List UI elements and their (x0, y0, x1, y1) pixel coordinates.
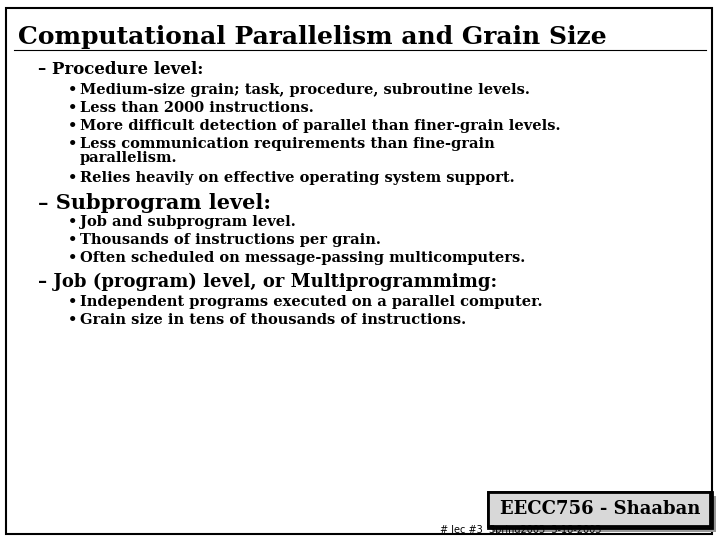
Text: •: • (68, 83, 77, 97)
FancyBboxPatch shape (488, 492, 710, 526)
Text: •: • (68, 171, 77, 185)
Text: EECC756 - Shaaban: EECC756 - Shaaban (500, 500, 700, 518)
Text: # lec #3  Spring2003  3-18-2003: # lec #3 Spring2003 3-18-2003 (440, 525, 601, 535)
FancyBboxPatch shape (6, 8, 712, 534)
Text: •: • (68, 233, 77, 247)
Text: Relies heavily on effective operating system support.: Relies heavily on effective operating sy… (80, 171, 515, 185)
Text: Less communication requirements than fine-grain: Less communication requirements than fin… (80, 137, 495, 151)
Text: Medium-size grain; task, procedure, subroutine levels.: Medium-size grain; task, procedure, subr… (80, 83, 530, 97)
Text: Less than 2000 instructions.: Less than 2000 instructions. (80, 101, 314, 115)
Text: •: • (68, 119, 77, 133)
Text: •: • (68, 101, 77, 115)
FancyBboxPatch shape (488, 492, 712, 528)
Text: Job and subprogram level.: Job and subprogram level. (80, 215, 296, 229)
Text: Independent programs executed on a parallel computer.: Independent programs executed on a paral… (80, 295, 542, 309)
Text: •: • (68, 215, 77, 229)
Text: Computational Parallelism and Grain Size: Computational Parallelism and Grain Size (18, 25, 607, 49)
Text: More difficult detection of parallel than finer-grain levels.: More difficult detection of parallel tha… (80, 119, 560, 133)
Text: – Procedure level:: – Procedure level: (38, 61, 203, 78)
Text: •: • (68, 295, 77, 309)
Text: •: • (68, 137, 77, 151)
Text: Thousands of instructions per grain.: Thousands of instructions per grain. (80, 233, 381, 247)
Text: Grain size in tens of thousands of instructions.: Grain size in tens of thousands of instr… (80, 313, 466, 327)
Text: parallelism.: parallelism. (80, 151, 178, 165)
Text: •: • (68, 251, 77, 265)
Text: – Job (program) level, or Multiprogrammimg:: – Job (program) level, or Multiprogrammi… (38, 273, 497, 291)
Text: •: • (68, 313, 77, 327)
Text: Often scheduled on message-passing multicomputers.: Often scheduled on message-passing multi… (80, 251, 526, 265)
FancyBboxPatch shape (492, 496, 716, 532)
Text: – Subprogram level:: – Subprogram level: (38, 193, 271, 213)
